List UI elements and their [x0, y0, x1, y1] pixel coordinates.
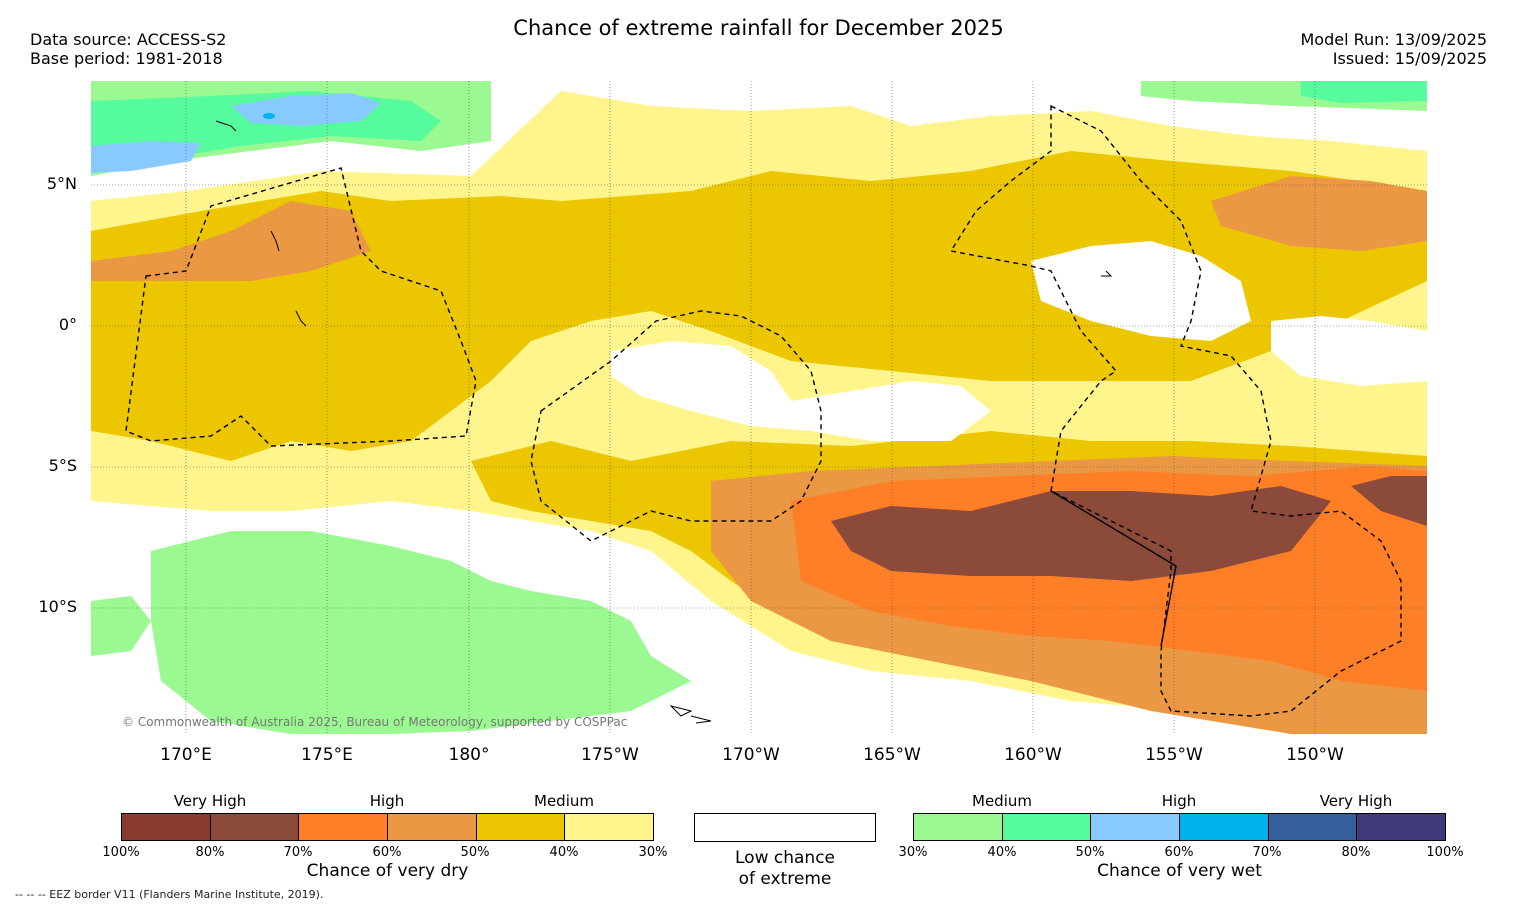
lon-label-170w: 170°W	[722, 745, 780, 765]
wet-very-high-label: Very High	[1319, 792, 1393, 810]
run-info: Model Run: 13/09/2025 Issued: 15/09/2025	[1301, 30, 1488, 68]
wet-tick: 60%	[1164, 845, 1194, 860]
dry-tick: 70%	[283, 845, 313, 860]
wet-tick: 40%	[987, 845, 1017, 860]
map-title: Chance of extreme rainfall for December …	[513, 16, 1004, 40]
lon-label-160w: 160°W	[1004, 745, 1062, 765]
lon-label-150w: 150°W	[1286, 745, 1344, 765]
very-wet-30-40-south	[151, 531, 691, 734]
low-chance-caption: Low chance of extreme	[694, 848, 876, 890]
wet-swatch-50-60	[1091, 814, 1181, 840]
dry-caption: Chance of very dry	[306, 861, 469, 881]
dry-swatch-40-30	[565, 814, 654, 840]
dry-swatch-60-50	[388, 814, 477, 840]
wet-colorbar	[913, 813, 1446, 841]
low-chance-center	[611, 341, 991, 441]
very-dry-40-50-region	[91, 151, 1427, 461]
gridlines	[91, 81, 1427, 734]
copyright-notice: © Commonwealth of Australia 2025, Bureau…	[122, 715, 628, 729]
lon-label-170e: 170°E	[160, 745, 212, 765]
dry-swatch-50-40	[476, 814, 566, 840]
islands	[215, 120, 1113, 724]
lon-label-165w: 165°W	[863, 745, 921, 765]
wet-swatch-60-70	[1180, 814, 1269, 840]
lon-label-155w: 155°W	[1145, 745, 1203, 765]
lat-label-0: 0°	[58, 315, 77, 334]
wet-tick: 30%	[898, 845, 928, 860]
eez-borders	[125, 104, 1402, 717]
dry-swatch-100-80	[122, 814, 211, 840]
wet-tick: 80%	[1341, 845, 1371, 860]
dry-swatch-80-70	[210, 814, 300, 840]
dry-tick: 30%	[638, 845, 668, 860]
issued-date: Issued: 15/09/2025	[1332, 49, 1487, 68]
base-period: Base period: 1981-2018	[30, 49, 223, 68]
dry-medium-label: Medium	[534, 792, 594, 810]
very-dry-80-100-region	[831, 486, 1331, 581]
wet-tick: 50%	[1075, 845, 1105, 860]
wet-medium-label: Medium	[972, 792, 1032, 810]
dry-very-high-label: Very High	[173, 792, 247, 810]
dry-tick: 50%	[460, 845, 490, 860]
dry-swatch-70-60	[299, 814, 389, 840]
dry-tick: 100%	[102, 845, 140, 860]
wet-swatch-70-80	[1268, 814, 1358, 840]
very-wet-30-40-sw	[91, 596, 151, 656]
very-wet-60-70-spot	[263, 113, 275, 119]
lat-label-5n: 5°N	[46, 174, 77, 193]
very-dry-50-60-north	[91, 201, 371, 281]
solid-border	[1050, 490, 1177, 647]
eez-footnote: -- -- -- EEZ border V11 (Flanders Marine…	[15, 888, 324, 901]
very-wet-50-60-west	[91, 141, 201, 173]
wet-high-label: High	[1161, 792, 1197, 810]
wet-swatch-30-40	[914, 814, 1003, 840]
wet-caption: Chance of very wet	[1097, 861, 1262, 881]
low-chance-east	[1031, 241, 1251, 341]
wet-tick: 100%	[1426, 845, 1464, 860]
low-chance-line1: Low chance	[735, 848, 835, 868]
model-run: Model Run: 13/09/2025	[1300, 30, 1488, 49]
data-info: Data source: ACCESS-S2 Base period: 1981…	[30, 30, 226, 68]
lat-label-10s: 10°S	[38, 597, 77, 616]
wet-swatch-40-50	[1002, 814, 1092, 840]
dry-high-label: High	[369, 792, 405, 810]
lon-label-175e: 175°E	[301, 745, 353, 765]
very-dry-50-60-ne	[1211, 176, 1427, 251]
dry-tick: 40%	[549, 845, 579, 860]
lon-label-175w: 175°W	[581, 745, 639, 765]
rainfall-map	[91, 81, 1427, 734]
wet-tick: 70%	[1252, 845, 1282, 860]
low-chance-swatch	[694, 813, 876, 842]
low-chance-line2: of extreme	[738, 869, 832, 889]
lon-label-180: 180°	[448, 745, 490, 765]
data-source: Data source: ACCESS-S2	[30, 30, 227, 49]
dry-tick: 60%	[372, 845, 402, 860]
low-chance-far-east	[1271, 316, 1427, 386]
dry-colorbar	[121, 813, 654, 841]
very-wet-40-50-ne	[1301, 81, 1427, 103]
dry-tick: 80%	[195, 845, 225, 860]
lat-label-5s: 5°S	[48, 456, 77, 475]
wet-swatch-80-100	[1357, 814, 1446, 840]
very-dry-80-100-east	[1351, 476, 1427, 526]
